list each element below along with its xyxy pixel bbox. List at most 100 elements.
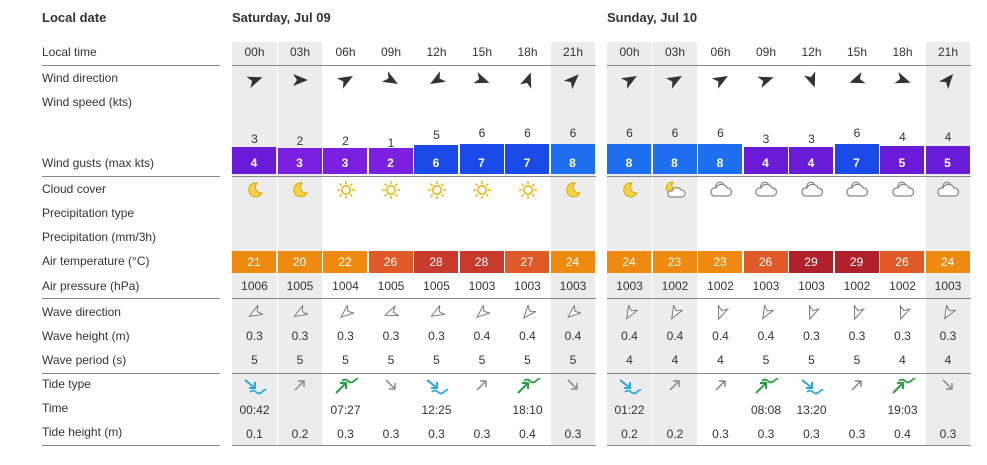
- air-pressure-value: 1005: [423, 279, 450, 293]
- label-local-time: Local time: [42, 45, 97, 59]
- air-pressure-value: 1003: [798, 279, 825, 293]
- wind-direction-icon: [607, 71, 652, 94]
- hour-cell: 18h: [892, 45, 913, 59]
- wave-period-value: 5: [524, 353, 531, 367]
- wave-direction-icon: [698, 305, 743, 326]
- tide-time-value: 00:42: [239, 403, 270, 417]
- wind-direction-icon: [551, 71, 596, 94]
- label-cloud-cover: Cloud cover: [42, 182, 107, 196]
- wave-period-value: 5: [387, 353, 395, 367]
- section-separator-line: [607, 176, 971, 177]
- hour-cell: 03h: [664, 45, 686, 59]
- wind-gust-value: 3: [277, 152, 322, 174]
- tide-falling-icon: [369, 377, 414, 398]
- section-separator-line: [607, 373, 971, 374]
- night-column: [550, 42, 595, 446]
- tide-low-icon: [232, 377, 277, 400]
- wind-speed-value: 1: [387, 136, 395, 150]
- wave-period-value: 5: [808, 353, 815, 367]
- air-temp-value: 26: [743, 251, 788, 273]
- tide-rising-icon: [698, 377, 743, 398]
- wave-period-value: 5: [762, 353, 770, 367]
- wind-speed-value: 4: [899, 130, 906, 144]
- hour-cell: 21h: [937, 45, 959, 59]
- wind-speed-value: 6: [626, 126, 633, 140]
- hour-cell: 06h: [710, 45, 731, 59]
- gust-bar: [652, 144, 697, 152]
- label-air-temperature: Air temperature (°C): [42, 254, 150, 268]
- air-pressure-value: 1003: [514, 279, 541, 293]
- label-precipitation: Precipitation (mm/3h): [42, 230, 157, 244]
- gust-bar: [698, 144, 742, 152]
- wind-direction-icon: [789, 71, 834, 94]
- wind-speed-value: 5: [433, 128, 440, 142]
- tide-low-icon: [789, 377, 834, 400]
- label-wave-height: Wave height (m): [42, 329, 130, 343]
- wave-direction-icon: [551, 305, 596, 326]
- wave-height-value: 0.3: [894, 329, 911, 343]
- wave-height-value: 0.3: [382, 329, 400, 343]
- wind-speed-value: 6: [671, 126, 679, 140]
- wave-direction-icon: [323, 305, 368, 326]
- wave-height-value: 0.4: [519, 329, 536, 343]
- wind-direction-icon: [926, 71, 971, 94]
- wind-speed-value: 6: [569, 126, 577, 140]
- cloud-moon-icon: [653, 180, 698, 205]
- wave-height-value: 0.4: [621, 329, 638, 343]
- wave-height-value: 0.4: [712, 329, 729, 343]
- gust-bar: [550, 144, 595, 152]
- tide-rising-icon: [278, 377, 323, 398]
- tide-falling-icon: [926, 377, 971, 398]
- moon-icon: [278, 180, 323, 205]
- wave-direction-icon: [653, 305, 698, 326]
- wind-direction-icon: [323, 71, 368, 94]
- wave-height-value: 0.3: [803, 329, 820, 343]
- sun-icon: [460, 180, 505, 205]
- tide-rising-icon: [835, 377, 880, 398]
- hour-cell: 12h: [801, 45, 822, 59]
- tide-height-value: 0.3: [712, 427, 729, 441]
- tide-height-value: 0.3: [382, 427, 400, 441]
- wave-height-value: 0.3: [939, 329, 957, 343]
- wave-direction-icon: [460, 305, 505, 326]
- tide-rising-icon: [460, 377, 505, 398]
- tide-height-value: 0.2: [621, 427, 638, 441]
- section-separator-line: [232, 373, 596, 374]
- air-temp-value: 28: [459, 251, 504, 273]
- night-column: [277, 42, 322, 446]
- air-pressure-value: 1002: [707, 279, 734, 293]
- tide-time-value: 18:10: [512, 403, 543, 417]
- section-separator-line: [232, 298, 596, 299]
- wind-gust-value: 3: [323, 152, 367, 174]
- wind-speed-value: 4: [944, 130, 952, 144]
- tide-high-icon: [744, 377, 789, 400]
- air-pressure-value: 1003: [934, 279, 962, 293]
- gust-bar: [789, 147, 833, 152]
- wind-gust-value: 7: [834, 152, 879, 174]
- wave-direction-icon: [880, 305, 925, 326]
- night-column: [925, 42, 970, 446]
- bottom-line: [607, 445, 971, 446]
- tide-rising-icon: [653, 377, 698, 398]
- gust-bar: [880, 146, 924, 152]
- wave-period-value: 4: [899, 353, 906, 367]
- hour-cell: 00h: [244, 45, 265, 59]
- tide-time-value: 07:27: [330, 403, 361, 417]
- wind-gust-value: 4: [232, 152, 276, 174]
- label-separator-line: [42, 65, 220, 66]
- air-temp-value: 29: [789, 251, 833, 273]
- label-wind-speed: Wind speed (kts): [42, 95, 133, 109]
- wind-direction-icon: [278, 71, 323, 94]
- wave-period-value: 5: [853, 353, 861, 367]
- wave-height-value: 0.3: [246, 329, 263, 343]
- wave-period-value: 5: [342, 353, 349, 367]
- wave-period-value: 4: [944, 353, 952, 367]
- wave-period-value: 5: [569, 353, 577, 367]
- air-pressure-value: 1006: [241, 279, 268, 293]
- wave-period-value: 4: [671, 353, 679, 367]
- wave-direction-icon: [835, 305, 880, 326]
- label-separator-line: [42, 373, 220, 374]
- wind-speed-value: 3: [762, 132, 770, 146]
- night-column: [652, 42, 697, 446]
- wind-direction-icon: [505, 71, 550, 94]
